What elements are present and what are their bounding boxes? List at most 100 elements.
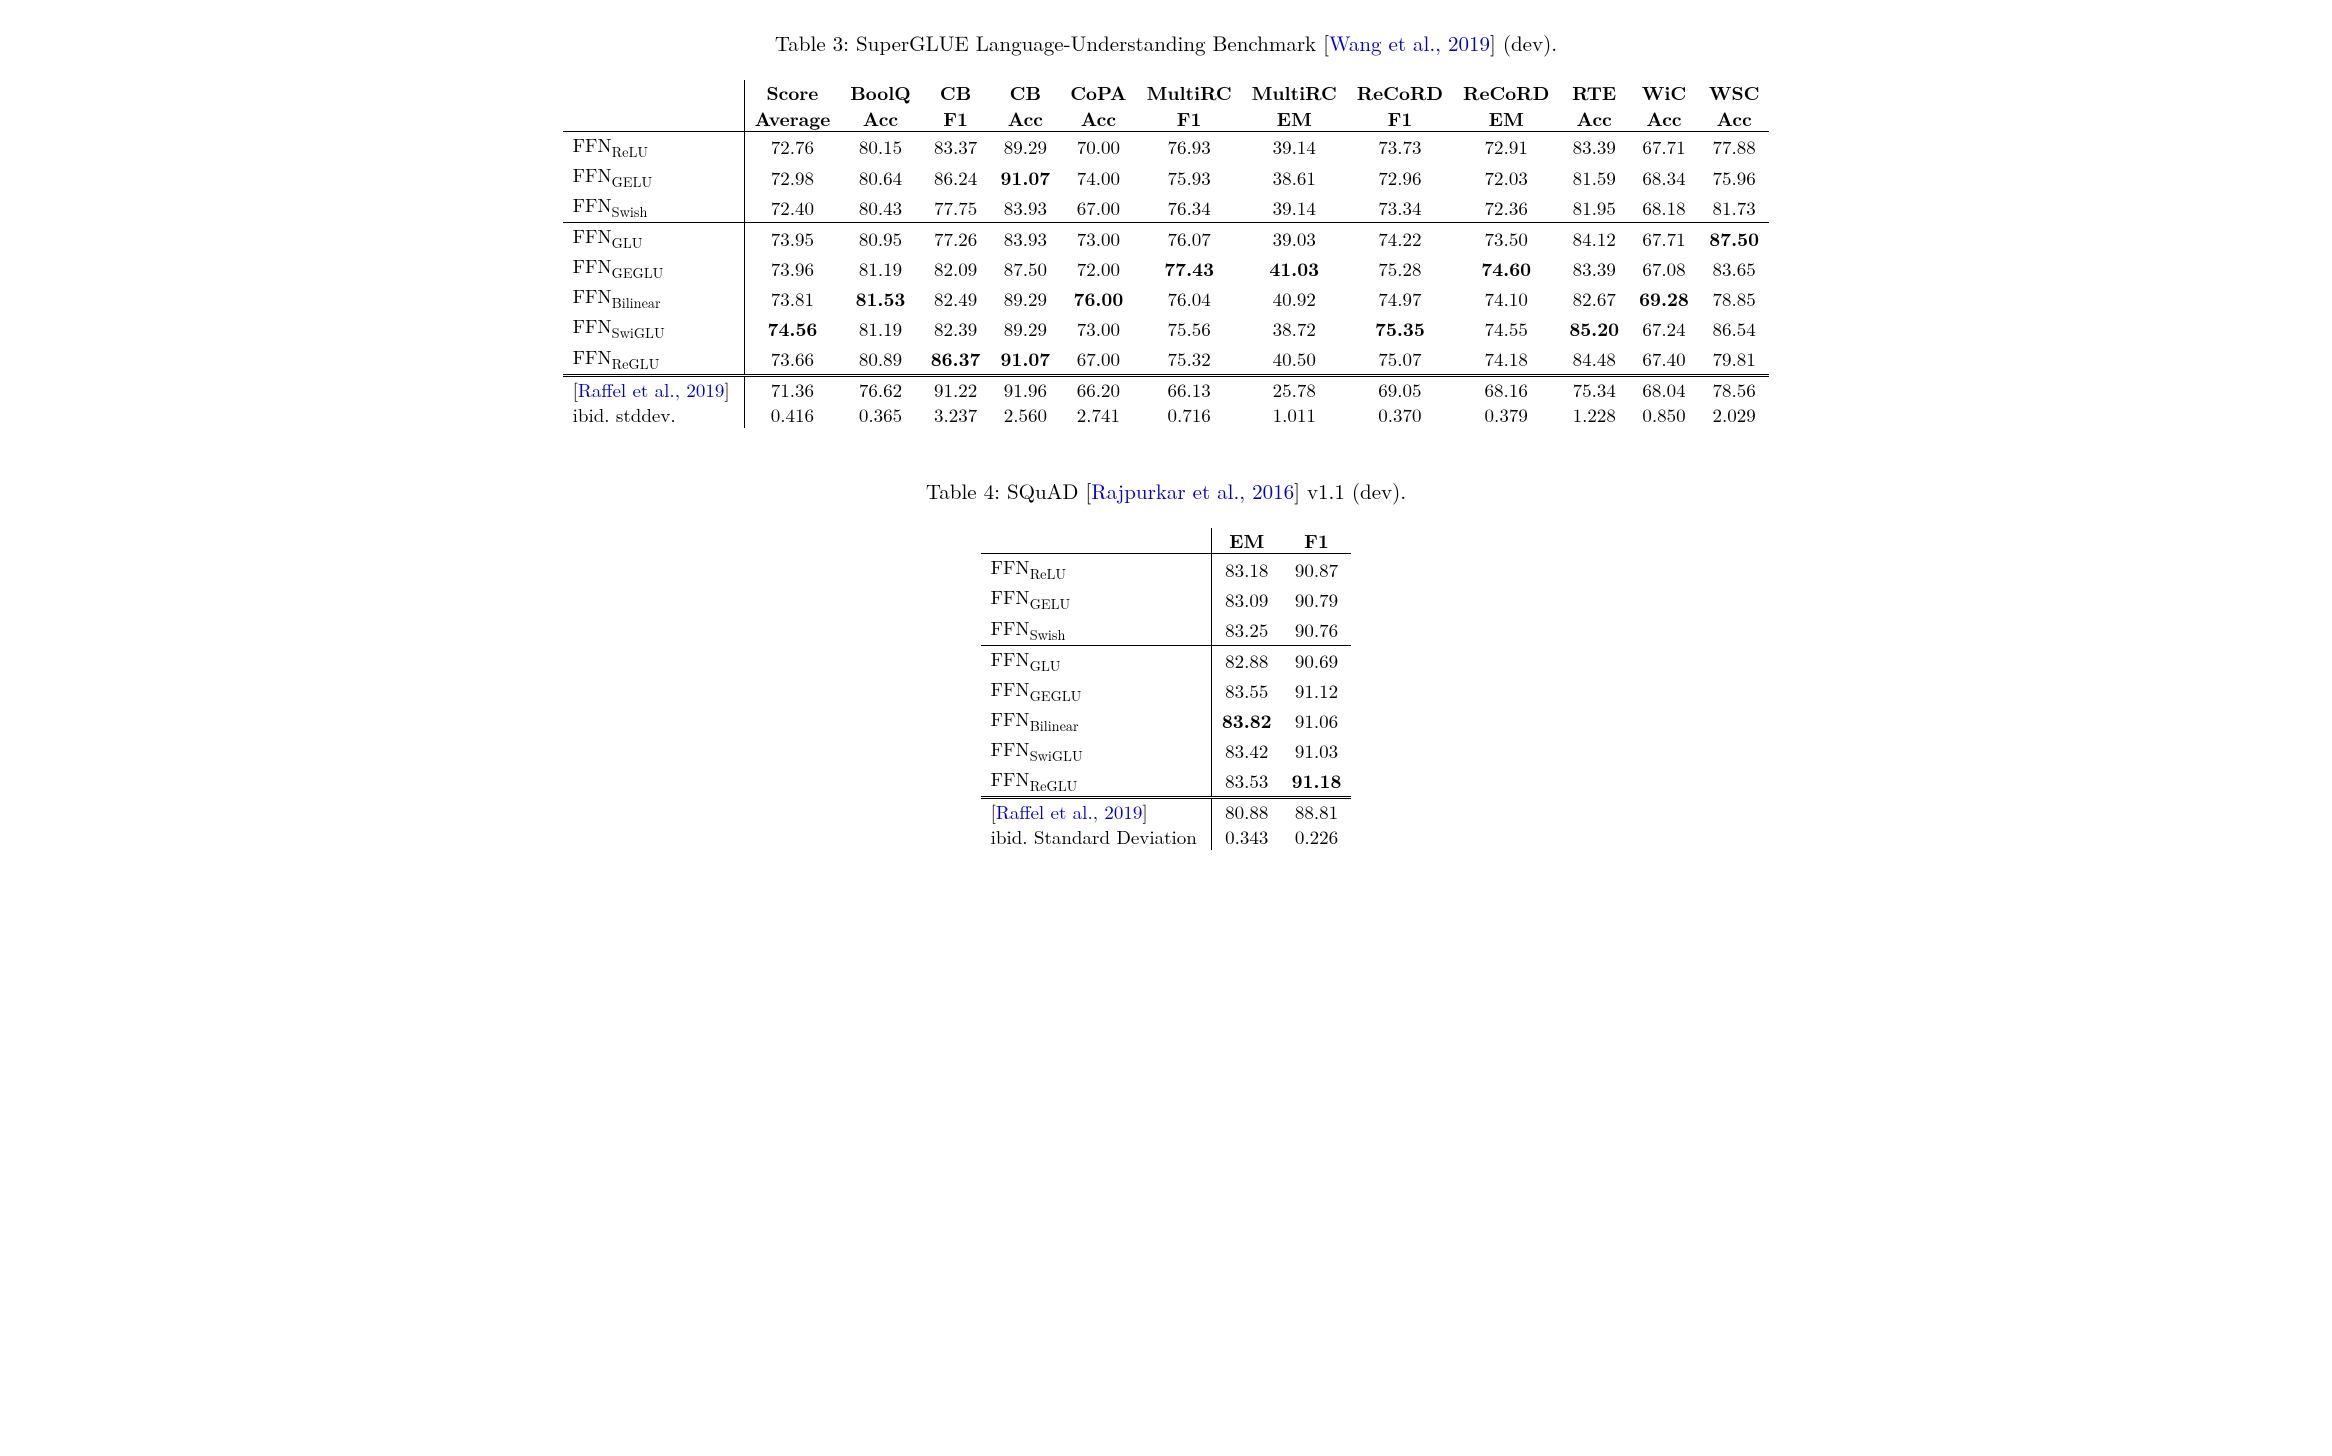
cell: 82.49 (921, 283, 991, 313)
cell: 39.03 (1242, 223, 1347, 254)
cell: 67.71 (1629, 223, 1699, 254)
table4-caption: Table 4: SQuAD [Rajpurkar et al., 2016] … (30, 476, 2302, 506)
citation-link[interactable]: Rajpurkar et al., 2016 (1091, 476, 1294, 506)
row-label: FFNBilinear (981, 706, 1212, 736)
cell: 66.20 (1060, 375, 1136, 402)
col-subheader: Acc (1699, 106, 1770, 132)
cell: 90.76 (1282, 615, 1352, 646)
cell: 91.03 (1282, 736, 1352, 766)
cell: 74.10 (1453, 283, 1559, 313)
cell: 76.00 (1060, 283, 1136, 313)
cell: 0.850 (1629, 402, 1699, 428)
col-subheader: EM (1453, 106, 1559, 132)
citation-link[interactable]: Wang et al., 2019 (1329, 28, 1490, 58)
cell: 73.73 (1347, 132, 1453, 163)
cell: 73.34 (1347, 192, 1453, 223)
col-header: ReCoRD (1453, 80, 1559, 106)
cell: 89.29 (990, 132, 1060, 163)
cell: 72.36 (1453, 192, 1559, 223)
cell: 76.93 (1137, 132, 1242, 163)
cell: 69.05 (1347, 375, 1453, 402)
row-label: FFNBilinear (563, 283, 745, 313)
row-label: FFNGLU (563, 223, 745, 254)
row-label: FFNReGLU (981, 766, 1212, 798)
cell: 84.12 (1559, 223, 1629, 254)
cell: 86.54 (1699, 313, 1770, 343)
table-row: FFNSwish72.4080.4377.7583.9367.0076.3439… (563, 192, 1770, 223)
col-subheader: Acc (840, 106, 920, 132)
cell: 72.98 (744, 162, 840, 192)
cell: 73.96 (744, 253, 840, 283)
cell: 75.96 (1699, 162, 1770, 192)
row-label: ibid. Standard Deviation (981, 824, 1212, 850)
cell: 76.62 (840, 375, 920, 402)
row-label: FFNGELU (563, 162, 745, 192)
table-row: FFNReGLU83.5391.18 (981, 766, 1352, 798)
cell: 67.71 (1629, 132, 1699, 163)
table-row: ibid. stddev.0.4160.3653.2372.5602.7410.… (563, 402, 1770, 428)
cell: 74.55 (1453, 313, 1559, 343)
citation-link[interactable]: Raffel et al., 2019 (996, 798, 1142, 825)
cell: 91.22 (921, 375, 991, 402)
cell: 80.64 (840, 162, 920, 192)
cell: 2.029 (1699, 402, 1770, 428)
cell: 82.39 (921, 313, 991, 343)
table-row: FFNBilinear83.8291.06 (981, 706, 1352, 736)
cell: 81.95 (1559, 192, 1629, 223)
table3: ScoreBoolQCBCBCoPAMultiRCMultiRCReCoRDRe… (563, 80, 1770, 428)
cell: 25.78 (1242, 375, 1347, 402)
cell: 73.66 (744, 344, 840, 376)
cell: 2.741 (1060, 402, 1136, 428)
caption-text: ] v1.1 (dev). (1294, 476, 1406, 506)
row-label: [Raffel et al., 2019] (981, 797, 1212, 824)
row-label: FFNSwish (563, 192, 745, 223)
cell: 82.88 (1211, 645, 1281, 676)
cell: 0.343 (1211, 824, 1281, 850)
table-row: FFNGEGLU83.5591.12 (981, 676, 1352, 706)
col-subheader: F1 (921, 106, 991, 132)
table-row: [Raffel et al., 2019]80.8888.81 (981, 797, 1352, 824)
table-row: FFNReLU72.7680.1583.3789.2970.0076.9339.… (563, 132, 1770, 163)
cell: 67.40 (1629, 344, 1699, 376)
cell: 89.29 (990, 283, 1060, 313)
cell: 83.25 (1211, 615, 1281, 646)
cell: 79.81 (1699, 344, 1770, 376)
cell: 75.07 (1347, 344, 1453, 376)
cell: 74.00 (1060, 162, 1136, 192)
row-label: FFNReGLU (563, 344, 745, 376)
cell: 73.81 (744, 283, 840, 313)
table-row: FFNSwish83.2590.76 (981, 615, 1352, 646)
col-header: WSC (1699, 80, 1770, 106)
cell: 1.228 (1559, 402, 1629, 428)
cell: 91.07 (990, 162, 1060, 192)
cell: 69.28 (1629, 283, 1699, 313)
table-row: FFNBilinear73.8181.5382.4989.2976.0076.0… (563, 283, 1770, 313)
cell: 38.61 (1242, 162, 1347, 192)
cell: 83.55 (1211, 676, 1281, 706)
col-header: WiC (1629, 80, 1699, 106)
cell: 73.50 (1453, 223, 1559, 254)
cell: 1.011 (1242, 402, 1347, 428)
citation-link[interactable]: Raffel et al., 2019 (578, 376, 724, 403)
table-row: FFNReLU83.1890.87 (981, 554, 1352, 585)
cell: 83.18 (1211, 554, 1281, 585)
col-subheader: Acc (1060, 106, 1136, 132)
table-row: FFNSwiGLU74.5681.1982.3989.2973.0075.563… (563, 313, 1770, 343)
row-label: FFNReLU (981, 554, 1212, 585)
cell: 68.04 (1629, 375, 1699, 402)
col-subheader: F1 (1137, 106, 1242, 132)
cell: 83.65 (1699, 253, 1770, 283)
cell: 76.34 (1137, 192, 1242, 223)
col-header: Score (744, 80, 840, 106)
cell: 66.13 (1137, 375, 1242, 402)
cell: 77.43 (1137, 253, 1242, 283)
cell: 72.03 (1453, 162, 1559, 192)
cell: 78.56 (1699, 375, 1770, 402)
cell: 67.08 (1629, 253, 1699, 283)
cell: 83.53 (1211, 766, 1281, 798)
row-label: [Raffel et al., 2019] (563, 375, 745, 402)
table-row: FFNGELU72.9880.6486.2491.0774.0075.9338.… (563, 162, 1770, 192)
cell: 89.29 (990, 313, 1060, 343)
cell: 82.09 (921, 253, 991, 283)
row-label: FFNGEGLU (563, 253, 745, 283)
